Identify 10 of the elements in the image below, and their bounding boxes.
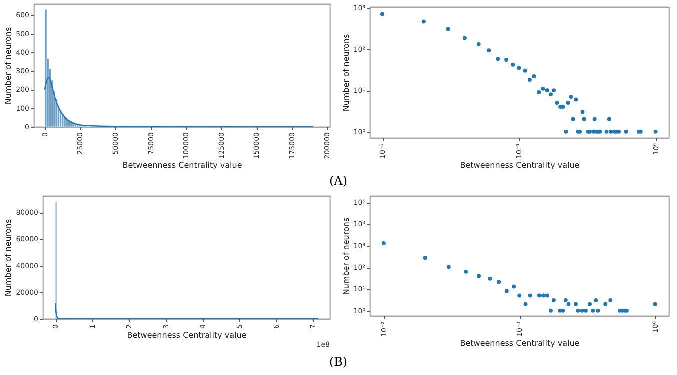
text: (B)	[328, 355, 349, 369]
x-axis-title: Betweenness Centrality value	[460, 160, 580, 170]
y-axis-title: Number of neurons	[4, 219, 14, 297]
y-axis-title: Number of neurons	[342, 34, 351, 112]
y-axis-title: Number of neurons	[4, 27, 14, 105]
x-axis-title: Betweenness Centrality value	[127, 330, 247, 340]
x-axis-title: Betweenness Centrality value	[460, 338, 580, 348]
y-axis-title: Number of neurons	[342, 218, 351, 296]
text: (A)	[328, 174, 349, 188]
x-axis-title: Betweenness Centrality value	[122, 161, 242, 170]
